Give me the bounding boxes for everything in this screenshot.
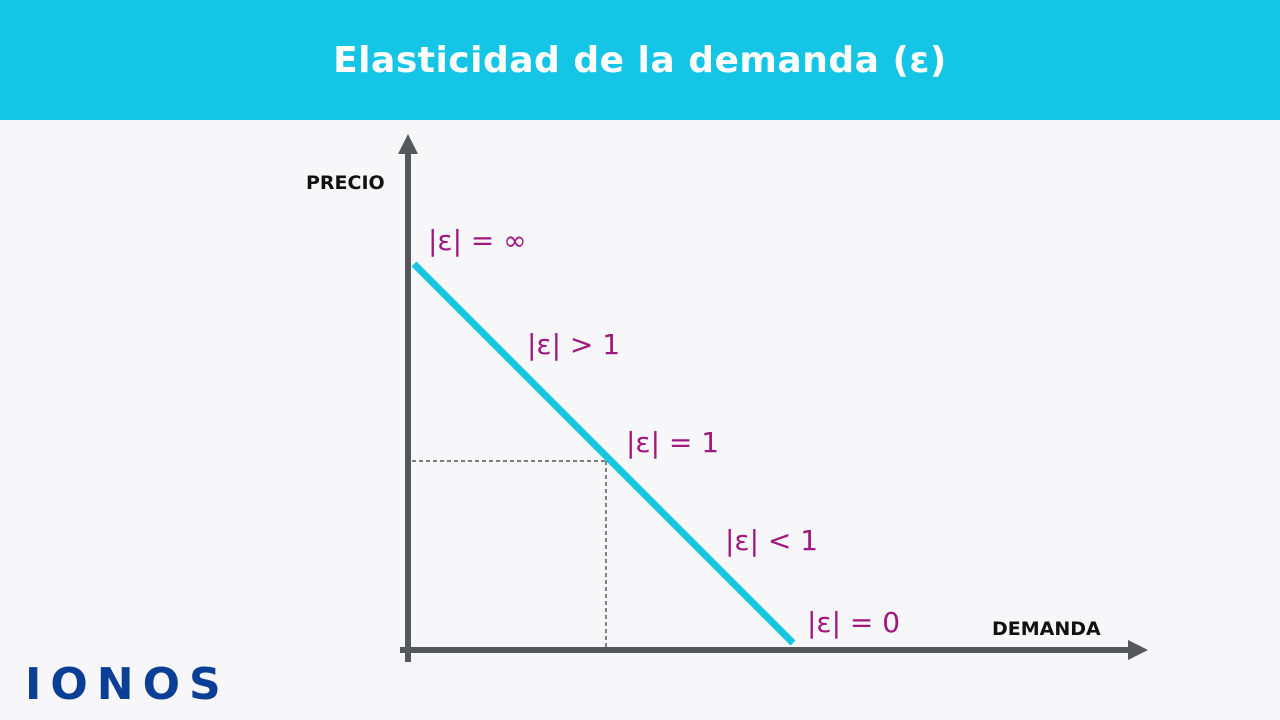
demand-line — [411, 261, 796, 646]
x-axis-arrow-icon — [1128, 640, 1148, 660]
y-axis-arrow-icon — [398, 134, 418, 154]
x-axis-label: DEMANDA — [992, 618, 1101, 640]
label-infinite: |ε| = ∞ — [428, 224, 527, 257]
label-unit: |ε| = 1 — [626, 426, 719, 459]
label-zero: |ε| = 0 — [807, 606, 900, 639]
label-elastic: |ε| > 1 — [527, 328, 620, 361]
ionos-logo: IONOS — [25, 659, 230, 710]
y-axis-label: PRECIO — [306, 172, 385, 194]
label-inelastic: |ε| < 1 — [725, 524, 818, 557]
header-banner: Elasticidad de la demanda (ε) — [0, 0, 1280, 120]
page-title: Elasticidad de la demanda (ε) — [333, 39, 947, 81]
